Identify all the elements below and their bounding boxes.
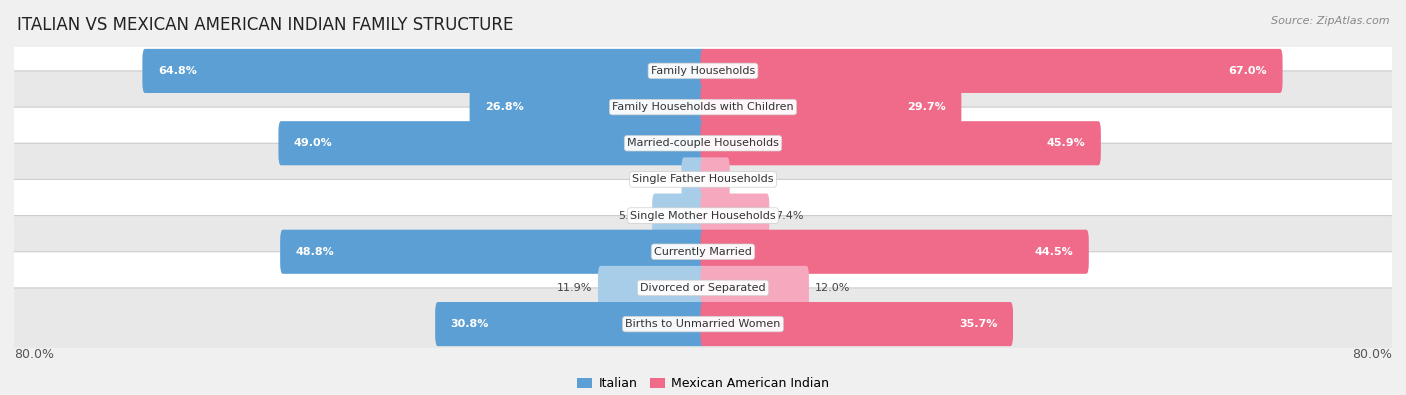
Text: 45.9%: 45.9% <box>1046 138 1085 148</box>
FancyBboxPatch shape <box>700 85 962 129</box>
FancyBboxPatch shape <box>10 179 1396 252</box>
Text: 7.4%: 7.4% <box>775 211 804 220</box>
FancyBboxPatch shape <box>10 71 1396 143</box>
Text: Births to Unmarried Women: Births to Unmarried Women <box>626 319 780 329</box>
FancyBboxPatch shape <box>700 266 808 310</box>
Text: 2.2%: 2.2% <box>647 175 675 184</box>
Text: 80.0%: 80.0% <box>1353 348 1392 361</box>
FancyBboxPatch shape <box>700 157 730 201</box>
Text: ITALIAN VS MEXICAN AMERICAN INDIAN FAMILY STRUCTURE: ITALIAN VS MEXICAN AMERICAN INDIAN FAMIL… <box>17 16 513 34</box>
Text: 67.0%: 67.0% <box>1229 66 1267 76</box>
Text: 44.5%: 44.5% <box>1035 247 1073 257</box>
FancyBboxPatch shape <box>700 194 769 238</box>
Text: Single Mother Households: Single Mother Households <box>630 211 776 220</box>
FancyBboxPatch shape <box>278 121 706 166</box>
FancyBboxPatch shape <box>652 194 706 238</box>
FancyBboxPatch shape <box>10 143 1396 216</box>
FancyBboxPatch shape <box>682 157 706 201</box>
FancyBboxPatch shape <box>10 216 1396 288</box>
FancyBboxPatch shape <box>10 252 1396 324</box>
FancyBboxPatch shape <box>436 302 706 346</box>
Text: Source: ZipAtlas.com: Source: ZipAtlas.com <box>1271 16 1389 26</box>
Text: 35.7%: 35.7% <box>959 319 997 329</box>
FancyBboxPatch shape <box>700 302 1014 346</box>
Text: Single Father Households: Single Father Households <box>633 175 773 184</box>
FancyBboxPatch shape <box>10 107 1396 179</box>
Text: Divorced or Separated: Divorced or Separated <box>640 283 766 293</box>
FancyBboxPatch shape <box>10 288 1396 360</box>
FancyBboxPatch shape <box>10 35 1396 107</box>
Text: 26.8%: 26.8% <box>485 102 524 112</box>
Text: 30.8%: 30.8% <box>451 319 489 329</box>
FancyBboxPatch shape <box>700 229 1088 274</box>
Text: 49.0%: 49.0% <box>294 138 333 148</box>
Legend: Italian, Mexican American Indian: Italian, Mexican American Indian <box>572 372 834 395</box>
Text: 29.7%: 29.7% <box>907 102 946 112</box>
FancyBboxPatch shape <box>700 49 1282 93</box>
FancyBboxPatch shape <box>700 121 1101 166</box>
Text: Married-couple Households: Married-couple Households <box>627 138 779 148</box>
FancyBboxPatch shape <box>598 266 706 310</box>
FancyBboxPatch shape <box>142 49 706 93</box>
Text: 11.9%: 11.9% <box>557 283 592 293</box>
Text: 64.8%: 64.8% <box>157 66 197 76</box>
Text: 2.8%: 2.8% <box>735 175 765 184</box>
Text: 12.0%: 12.0% <box>815 283 851 293</box>
Text: Family Households with Children: Family Households with Children <box>612 102 794 112</box>
Text: Currently Married: Currently Married <box>654 247 752 257</box>
Text: 80.0%: 80.0% <box>14 348 53 361</box>
Text: 48.8%: 48.8% <box>295 247 335 257</box>
FancyBboxPatch shape <box>280 229 706 274</box>
Text: 5.6%: 5.6% <box>617 211 647 220</box>
FancyBboxPatch shape <box>470 85 706 129</box>
Text: Family Households: Family Households <box>651 66 755 76</box>
